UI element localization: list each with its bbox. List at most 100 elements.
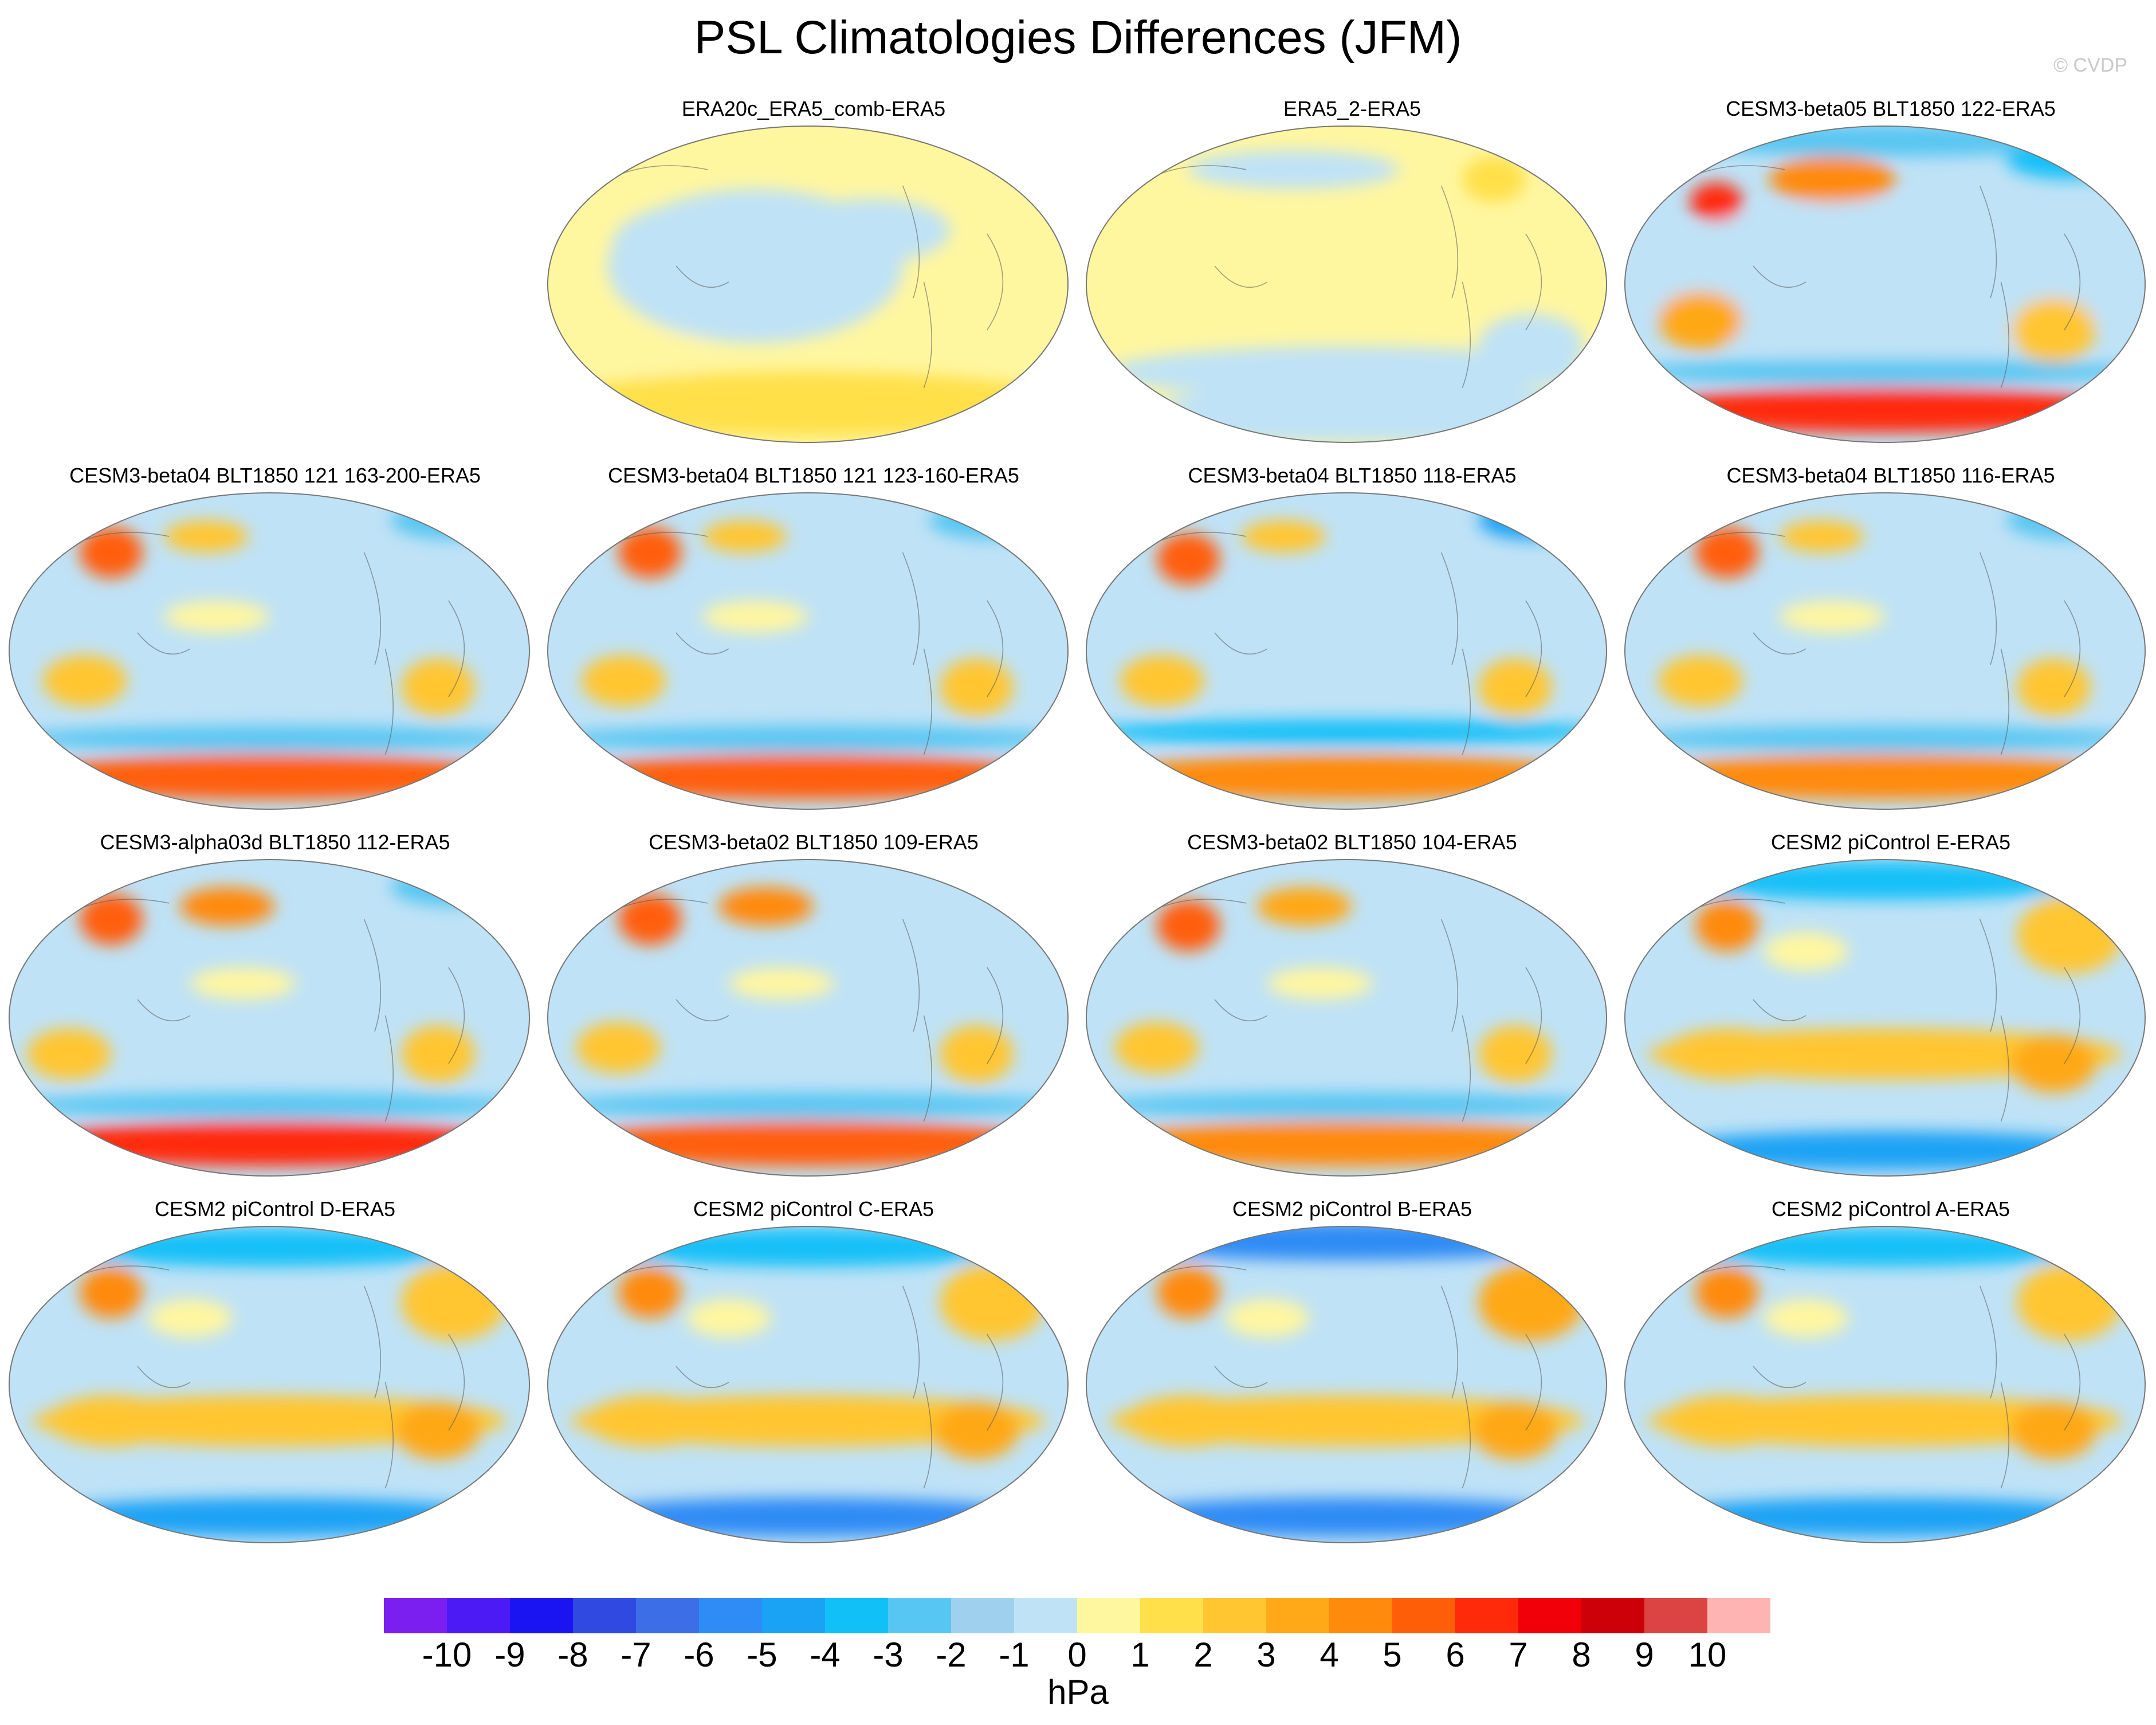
- colorbar-swatch: [1455, 1598, 1518, 1633]
- colorbar-swatch: [510, 1598, 573, 1633]
- field-anomaly-region: [164, 601, 269, 633]
- field-anomaly-region: [2006, 140, 2133, 179]
- field-anomaly-region: [586, 1395, 713, 1446]
- page-title: PSL Climatologies Differences (JFM): [694, 11, 1462, 64]
- panel-title: CESM3-beta05 BLT1850 122-ERA5: [1726, 97, 2056, 120]
- field-anomaly-region: [1086, 719, 1607, 746]
- field-anomaly-region: [1125, 1395, 1252, 1446]
- field-anomaly-region: [618, 527, 682, 578]
- colorbar-swatch: [1707, 1598, 1770, 1633]
- map-panel: CESM3-beta04 BLT1850 121 123-160-ERA5: [544, 463, 1083, 841]
- field-anomaly-region: [390, 501, 517, 540]
- colorbar-swatch: [1329, 1598, 1392, 1633]
- field-anomaly-region: [395, 1401, 481, 1460]
- field-anomaly-region: [1156, 533, 1220, 585]
- map-panel: CESM2 piControl E-ERA5: [1621, 830, 2156, 1208]
- field-anomaly-region: [934, 1401, 1019, 1460]
- map-panel: CESM3-beta02 BLT1850 109-ERA5: [544, 830, 1083, 1208]
- field-anomaly-region: [940, 1025, 1014, 1083]
- colorbar-labels: -10 -9 -8 -7 -6 -5 -4 -3 -2 -1 0 1 2 3 4 5 6 7 8 9 10: [384, 1638, 1770, 1672]
- map-outline: [1086, 126, 1607, 443]
- field-anomaly-region: [702, 601, 808, 633]
- field-anomaly-region: [1156, 900, 1220, 951]
- field-anomaly-region: [1120, 655, 1204, 707]
- field-anomaly-region: [1764, 932, 1848, 971]
- map-outline: [1086, 859, 1607, 1177]
- field-anomaly-region: [940, 658, 1014, 716]
- colorbar-tick-label: 2: [1193, 1636, 1213, 1674]
- field-anomaly-region: [79, 527, 143, 578]
- map-outline: [1624, 126, 2146, 443]
- field-anomaly-region: [2006, 501, 2133, 540]
- field-anomaly-region: [1780, 520, 1864, 552]
- colorbar-tick-label: -6: [684, 1636, 714, 1674]
- field-anomaly-region: [1225, 1299, 1310, 1338]
- field-anomaly-region: [1690, 182, 1743, 221]
- colorbar-swatch: [447, 1598, 510, 1633]
- colorbar-swatch: [699, 1598, 762, 1633]
- field-anomaly-region: [576, 1022, 661, 1073]
- coastline: [1652, 899, 2081, 1122]
- map-outline: [1624, 859, 2146, 1177]
- colorbar-tick-label: -7: [621, 1636, 651, 1674]
- colorbar-tick-label: 3: [1256, 1636, 1276, 1674]
- colorbar-tick-label: 9: [1635, 1636, 1654, 1674]
- field-anomaly-region: [9, 1092, 529, 1119]
- coastline: [575, 1265, 1004, 1489]
- coastline: [1652, 532, 2081, 755]
- panel-map: [547, 1226, 1069, 1543]
- field-anomaly-region: [1625, 359, 2145, 385]
- field-anomaly-region: [1769, 156, 1896, 202]
- panel-map: [1086, 1226, 1607, 1543]
- field-anomaly-region: [1478, 314, 1584, 378]
- colorbar-swatch: [951, 1598, 1014, 1633]
- field-anomaly-region: [1256, 887, 1352, 926]
- field-anomaly-region: [1658, 655, 1743, 707]
- coastline: [1114, 165, 1542, 389]
- field-anomaly-region: [1625, 726, 2145, 752]
- field-anomaly-region: [1648, 1131, 2122, 1170]
- panel-map: [9, 492, 530, 810]
- coastline: [1114, 899, 1542, 1122]
- field-anomaly-region: [164, 520, 249, 552]
- field-anomaly-region: [190, 967, 296, 999]
- map-outline: [547, 126, 1069, 443]
- field-anomaly-region: [1695, 1267, 1759, 1318]
- panel-title: CESM2 piControl E-ERA5: [1770, 830, 2011, 854]
- field-anomaly-region: [58, 1228, 480, 1267]
- map-outline: [1624, 492, 2146, 810]
- panel-map: [1086, 492, 1607, 810]
- field-anomaly-region: [16, 1121, 523, 1167]
- colorbar-tick-label: -10: [422, 1636, 472, 1674]
- colorbar-units: hPa: [1047, 1673, 1109, 1711]
- field-anomaly-region: [79, 893, 143, 945]
- map-outline: [1624, 1226, 2146, 1543]
- field-anomaly-region: [1472, 1401, 1557, 1460]
- map-panel: ERA20c_ERA5_comb-ERA5: [544, 96, 1083, 475]
- field-anomaly-region: [1674, 1228, 2096, 1267]
- field-anomaly-region: [48, 1395, 175, 1446]
- field-anomaly-region: [555, 1121, 1061, 1167]
- colorbar-tick-label: 1: [1130, 1636, 1150, 1674]
- colorbar-tick-label: -1: [999, 1636, 1030, 1674]
- map-panel: CESM3-beta04 BLT1850 118-ERA5: [1083, 463, 1621, 841]
- map-outline: [547, 1226, 1069, 1543]
- map-outline: [1086, 1226, 1607, 1543]
- field-anomaly-region: [179, 887, 275, 926]
- field-anomaly-region: [1086, 1092, 1607, 1119]
- panel-title: CESM3-beta04 BLT1850 118-ERA5: [1188, 464, 1517, 487]
- panel-title: CESM2 piControl B-ERA5: [1232, 1197, 1472, 1221]
- panel-title: CESM2 piControl D-ERA5: [154, 1197, 396, 1221]
- coastline: [37, 1265, 465, 1489]
- field-anomaly-region: [2011, 298, 2096, 362]
- colorbar-swatch: [1518, 1598, 1581, 1633]
- map-panel: CESM2 piControl A-ERA5: [1621, 1197, 2156, 1575]
- colorbar-swatch: [1644, 1598, 1707, 1633]
- coastline: [1114, 1265, 1542, 1489]
- field-anomaly-region: [2011, 1034, 2096, 1093]
- field-anomaly-region: [597, 1228, 1019, 1267]
- panel-title: CESM3-beta02 BLT1850 104-ERA5: [1187, 830, 1517, 854]
- field-anomaly-region: [1674, 126, 2096, 157]
- field-anomaly-region: [548, 726, 1068, 752]
- field-anomaly-region: [390, 868, 517, 907]
